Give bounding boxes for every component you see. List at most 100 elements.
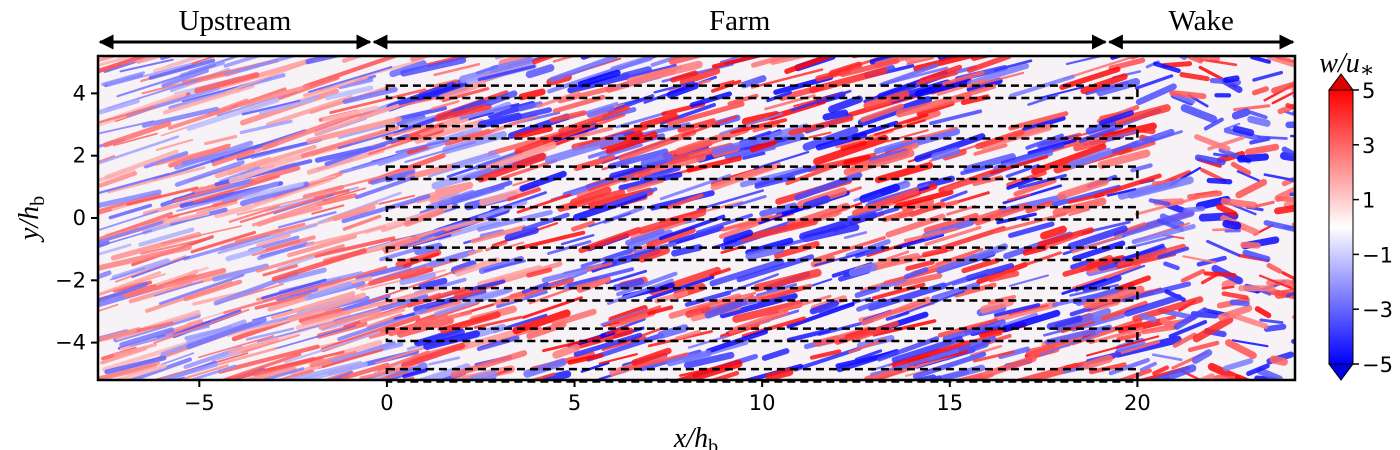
velocity-streak <box>750 68 824 89</box>
velocity-streak <box>306 23 390 42</box>
velocity-streak <box>259 97 316 115</box>
velocity-streak <box>843 149 915 176</box>
velocity-streak <box>1279 151 1295 162</box>
velocity-streak <box>261 278 327 300</box>
velocity-streak <box>1230 161 1252 176</box>
velocity-streak <box>547 65 622 94</box>
velocity-streak <box>741 110 780 126</box>
colorbar-gradient <box>1328 89 1354 365</box>
velocity-streak <box>873 135 926 155</box>
velocity-streak <box>98 229 152 248</box>
velocity-streak <box>1070 258 1094 270</box>
velocity-streak <box>1181 56 1204 64</box>
velocity-streak <box>742 151 766 160</box>
velocity-streak <box>525 64 555 79</box>
velocity-streak <box>107 62 192 87</box>
velocity-streak <box>1068 147 1113 169</box>
velocity-streak <box>578 227 642 254</box>
velocity-streak <box>668 56 707 65</box>
velocity-streak <box>136 321 174 333</box>
velocity-streak <box>666 82 699 99</box>
velocity-streak <box>719 56 745 63</box>
velocity-streak <box>1223 127 1262 141</box>
velocity-streak <box>1228 312 1269 329</box>
velocity-streak <box>1148 198 1171 207</box>
velocity-streak <box>585 262 613 272</box>
velocity-streak <box>1255 200 1275 208</box>
velocity-streak <box>986 44 1023 54</box>
velocity-streak <box>321 348 384 369</box>
velocity-streak <box>160 352 195 366</box>
velocity-streak <box>239 119 293 135</box>
velocity-streak <box>616 271 678 297</box>
velocity-streak <box>638 209 707 234</box>
velocity-streak <box>542 335 601 353</box>
velocity-streak <box>990 155 1049 175</box>
velocity-streak <box>1017 173 1067 190</box>
velocity-streak <box>1002 309 1061 333</box>
velocity-streak <box>248 165 301 184</box>
velocity-streak <box>953 282 997 298</box>
velocity-streak <box>476 209 553 232</box>
velocity-streak <box>1305 88 1322 89</box>
velocity-streak <box>966 77 1003 93</box>
velocity-streak <box>1172 332 1197 348</box>
velocity-streak <box>1061 278 1107 295</box>
velocity-streak <box>131 255 190 278</box>
velocity-streak <box>1040 225 1067 240</box>
velocity-streak <box>342 214 382 231</box>
velocity-streak <box>1240 386 1254 388</box>
velocity-streak <box>605 269 648 285</box>
velocity-streak <box>894 189 954 209</box>
velocity-streak <box>814 212 842 221</box>
velocity-streak <box>107 166 206 194</box>
x-tick-label: −5 <box>184 391 215 415</box>
velocity-streak <box>598 353 638 365</box>
velocity-streak <box>946 204 977 216</box>
velocity-streak <box>454 257 500 277</box>
velocity-streak <box>414 242 443 256</box>
velocity-streak <box>1224 122 1241 131</box>
velocity-streak <box>1299 272 1329 282</box>
velocity-streak <box>1191 349 1213 364</box>
velocity-streak <box>277 267 327 284</box>
velocity-streak <box>396 114 426 127</box>
velocity-streak <box>167 105 234 130</box>
velocity-streak <box>369 370 409 380</box>
velocity-streak <box>1294 263 1295 269</box>
velocity-streak <box>153 280 204 297</box>
velocity-streak <box>958 83 997 99</box>
velocity-streak <box>241 334 301 354</box>
velocity-streak <box>973 143 1008 156</box>
velocity-streak <box>834 321 899 345</box>
velocity-streak <box>1009 148 1053 164</box>
velocity-streak <box>168 143 231 168</box>
velocity-streak <box>924 225 982 247</box>
velocity-streak <box>549 110 587 123</box>
velocity-streak <box>1013 178 1057 197</box>
velocity-streak <box>759 202 798 217</box>
velocity-streak <box>194 72 260 94</box>
velocity-streak <box>116 64 217 98</box>
velocity-streak <box>236 190 338 216</box>
y-tick-label: 4 <box>73 81 86 105</box>
velocity-streak <box>1285 103 1295 111</box>
velocity-streak <box>1008 111 1069 131</box>
velocity-streak <box>1274 204 1295 215</box>
velocity-streak <box>404 141 476 164</box>
velocity-streak <box>389 60 427 78</box>
velocity-streak <box>513 125 553 140</box>
velocity-streak <box>1114 209 1195 240</box>
velocity-streak <box>473 315 523 329</box>
velocity-streak <box>877 336 940 362</box>
velocity-streak <box>1106 188 1137 197</box>
velocity-streak <box>1134 74 1174 90</box>
velocity-streak <box>1221 285 1235 290</box>
velocity-streak <box>1254 306 1272 319</box>
velocity-streak <box>828 61 863 77</box>
velocity-streak <box>155 138 194 152</box>
velocity-streak <box>465 287 513 303</box>
velocity-streak <box>851 206 900 224</box>
velocity-streak <box>322 187 367 202</box>
velocity-streak <box>217 344 320 374</box>
